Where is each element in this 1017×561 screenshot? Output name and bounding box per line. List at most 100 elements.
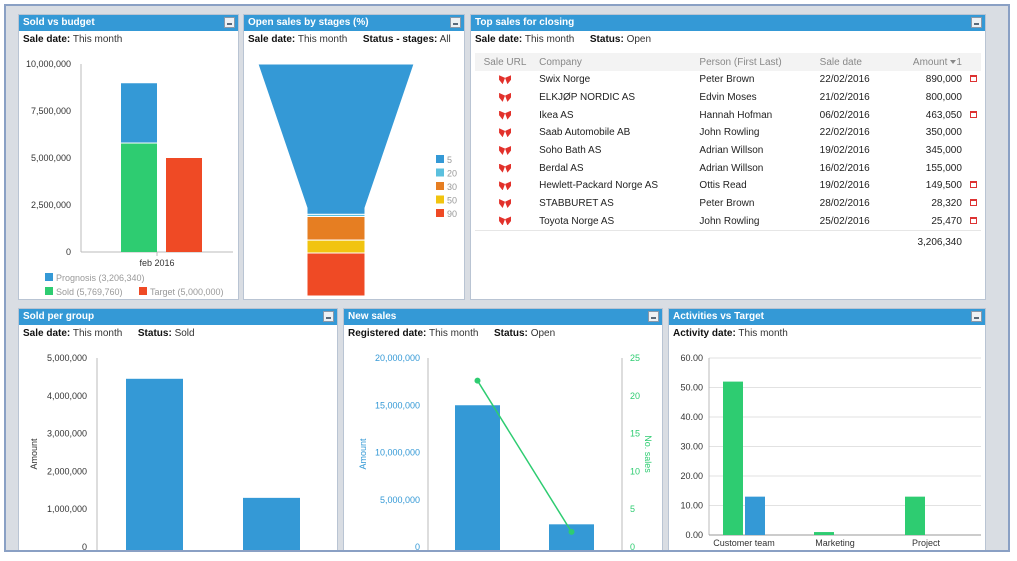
superoffice-logo-icon[interactable] xyxy=(499,75,511,84)
superoffice-logo-icon[interactable] xyxy=(499,199,511,208)
column-header-sale-date[interactable]: Sale date xyxy=(815,53,896,71)
y2-axis-label: No. sales xyxy=(643,435,653,473)
calendar-icon[interactable] xyxy=(969,216,977,224)
panel-header[interactable]: Open sales by stages (%) xyxy=(244,15,464,31)
filter-value: Sold xyxy=(174,328,195,339)
person-cell[interactable]: Ottis Read xyxy=(699,180,747,192)
table-row[interactable]: ELKJØP NORDIC AS Edvin Moses 21/02/2016 800… xyxy=(475,89,981,107)
calendar-icon[interactable] xyxy=(969,75,977,83)
calendar-cell[interactable] xyxy=(966,195,981,213)
calendar-cell xyxy=(966,124,981,142)
y-axis-label: Amount xyxy=(29,438,39,470)
table-row[interactable]: Saab Automobile AB John Rowling 22/02/2016… xyxy=(475,124,981,142)
table-row[interactable]: Hewlett-Packard Norge AS Ottis Read 19/02/… xyxy=(475,177,981,195)
table-row[interactable]: Swix Norge Peter Brown 22/02/2016 890,000 xyxy=(475,71,981,89)
minimize-icon[interactable] xyxy=(648,311,659,322)
minimize-icon[interactable] xyxy=(450,17,461,28)
calendar-cell[interactable] xyxy=(966,177,981,195)
y2-tick-label: 10 xyxy=(630,466,640,476)
bar xyxy=(723,381,743,535)
company-cell[interactable]: Swix Norge xyxy=(539,74,591,86)
superoffice-logo-icon[interactable] xyxy=(499,164,511,173)
panel-filters: Registered date: This month Status: Open xyxy=(344,325,662,342)
sale-url-cell[interactable] xyxy=(475,213,535,231)
company-cell[interactable]: Saab Automobile AB xyxy=(539,127,631,139)
minimize-icon[interactable] xyxy=(971,17,982,28)
sale-url-cell[interactable] xyxy=(475,71,535,89)
x-tick-label: Project xyxy=(912,538,941,548)
company-cell[interactable]: Ikea AS xyxy=(539,109,574,121)
calendar-cell[interactable] xyxy=(966,71,981,89)
legend-swatch xyxy=(436,155,444,163)
column-header-sale-url[interactable]: Sale URL xyxy=(475,53,536,71)
person-cell[interactable]: John Rowling xyxy=(699,215,760,227)
calendar-icon[interactable] xyxy=(969,181,977,189)
company-cell[interactable]: Berdal AS xyxy=(539,162,584,174)
superoffice-logo-icon[interactable] xyxy=(499,128,511,137)
calendar-icon[interactable] xyxy=(969,199,977,207)
amount-cell: 155,000 xyxy=(925,162,962,174)
sale-url-cell[interactable] xyxy=(475,195,535,213)
amount-cell: 463,050 xyxy=(925,109,962,121)
column-header-person[interactable]: Person (First Last) xyxy=(695,53,816,71)
calendar-icon[interactable] xyxy=(969,110,977,118)
sale-url-cell[interactable] xyxy=(475,89,535,107)
company-cell[interactable]: Toyota Norge AS xyxy=(539,215,615,227)
minimize-icon[interactable] xyxy=(971,311,982,322)
superoffice-logo-icon[interactable] xyxy=(499,111,511,120)
company-cell[interactable]: ELKJØP NORDIC AS xyxy=(539,92,636,104)
y-tick-label: 0.00 xyxy=(685,530,703,540)
table-row[interactable]: Ikea AS Hannah Hofman 06/02/2016 463,050 xyxy=(475,106,981,124)
minimize-icon[interactable] xyxy=(323,311,334,322)
calendar-cell[interactable] xyxy=(966,106,981,124)
legend-label: 50 xyxy=(447,196,457,206)
panel-title: Activities vs Target xyxy=(673,311,764,322)
panel-title: Open sales by stages (%) xyxy=(248,17,369,28)
calendar-cell[interactable] xyxy=(966,213,981,231)
minimize-icon[interactable] xyxy=(224,17,235,28)
x-tick-label: Customer team xyxy=(713,538,775,548)
panel-header[interactable]: Activities vs Target xyxy=(669,309,985,325)
panel-activities-vs-target: Activities vs Target Activity date: This… xyxy=(668,308,986,550)
person-cell[interactable]: Adrian Willson xyxy=(699,145,764,157)
sale-url-cell[interactable] xyxy=(475,177,535,195)
person-cell[interactable]: Hannah Hofman xyxy=(699,109,773,121)
superoffice-logo-icon[interactable] xyxy=(499,93,511,102)
panel-new-sales: New sales Registered date: This month St… xyxy=(343,308,663,550)
panel-title: Top sales for closing xyxy=(475,17,575,28)
superoffice-logo-icon[interactable] xyxy=(499,216,511,225)
x-tick-label: Marketing xyxy=(815,538,855,548)
sale-url-cell[interactable] xyxy=(475,124,535,142)
filter-value: This month xyxy=(428,328,479,339)
column-header-amount[interactable]: Amount 1 xyxy=(895,53,966,71)
company-cell[interactable]: STABBURET AS xyxy=(539,198,614,210)
company-cell[interactable]: Hewlett-Packard Norge AS xyxy=(539,180,659,192)
panel-filters: Sale date: This month Status - stages: A… xyxy=(244,31,464,48)
y-axis-label: Amount xyxy=(358,438,368,470)
bar-prognosis xyxy=(121,83,157,143)
panel-header[interactable]: Top sales for closing xyxy=(471,15,985,31)
filter-label: Status - stages: xyxy=(362,34,438,45)
sale-url-cell[interactable] xyxy=(475,142,535,160)
sale-url-cell[interactable] xyxy=(475,106,535,124)
person-cell[interactable]: John Rowling xyxy=(699,127,760,139)
y-tick-label: 20.00 xyxy=(680,471,703,481)
superoffice-logo-icon[interactable] xyxy=(499,181,511,190)
sale-url-cell[interactable] xyxy=(475,159,535,177)
column-header-company[interactable]: Company xyxy=(535,53,696,71)
panel-header[interactable]: Sold per group xyxy=(19,309,337,325)
panel-sold-per-group: Sold per group Sale date: This month Sta… xyxy=(18,308,338,550)
company-cell[interactable]: Soho Bath AS xyxy=(539,145,602,157)
table-row[interactable]: Berdal AS Adrian Willson 16/02/2016 155,000 xyxy=(475,159,981,177)
person-cell[interactable]: Adrian Willson xyxy=(699,162,764,174)
y-tick-label: 4,000,000 xyxy=(47,391,87,401)
table-row[interactable]: Toyota Norge AS John Rowling 25/02/2016 25,… xyxy=(475,213,981,231)
superoffice-logo-icon[interactable] xyxy=(499,146,511,155)
person-cell[interactable]: Peter Brown xyxy=(699,198,755,210)
panel-header[interactable]: Sold vs budget xyxy=(19,15,238,31)
table-row[interactable]: Soho Bath AS Adrian Willson 19/02/2016 345,… xyxy=(475,142,981,160)
table-row[interactable]: STABBURET AS Peter Brown 28/02/2016 28,320 xyxy=(475,195,981,213)
panel-header[interactable]: New sales xyxy=(344,309,662,325)
person-cell[interactable]: Edvin Moses xyxy=(699,92,757,104)
person-cell[interactable]: Peter Brown xyxy=(699,74,755,86)
